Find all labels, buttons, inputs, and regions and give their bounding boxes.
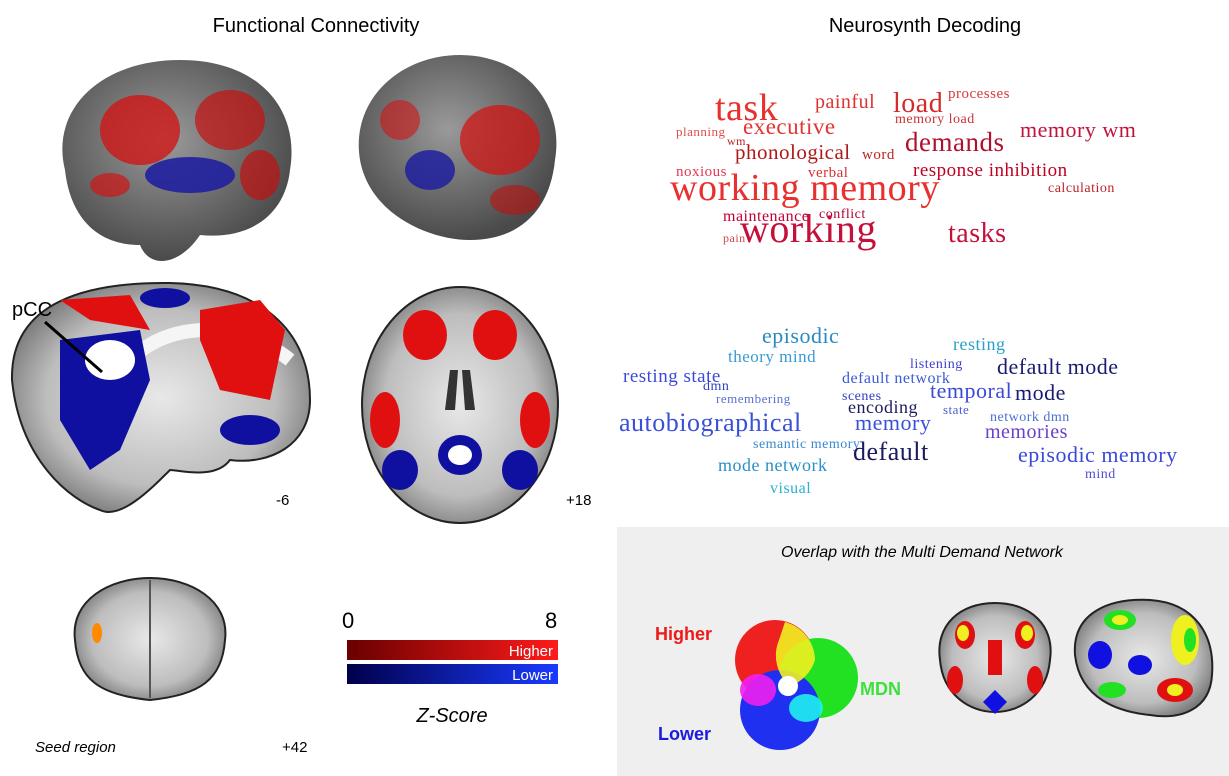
colorbar-min: 0 <box>342 608 354 633</box>
cloud-word: executive <box>743 114 836 139</box>
cloud-word: resting <box>953 334 1006 354</box>
colorbar-title: Z-Score <box>415 705 487 727</box>
panel-title: Functional Connectivity <box>213 15 420 37</box>
brain-axial <box>362 287 558 523</box>
cloud-word: demands <box>905 127 1004 157</box>
cloud-word: mode <box>1015 380 1066 405</box>
cloud-word: theory mind <box>728 347 816 366</box>
venn-label: Lower <box>658 724 711 744</box>
seed-caption: Seed region <box>35 739 116 756</box>
colorbar-label: Higher <box>509 643 553 660</box>
page: { "left_panel": { "title": "Functional C… <box>0 0 1229 776</box>
colorbar-label: Lower <box>512 667 553 684</box>
overlap-title: Overlap with the Multi Demand Network <box>781 544 1064 561</box>
cloud-word: processes <box>948 86 1010 102</box>
cloud-word: mode network <box>718 455 827 475</box>
seed-label: pCC <box>12 299 52 321</box>
venn-label: MDN <box>860 679 901 699</box>
brain-coronal <box>75 578 226 700</box>
cloud-word: autobiographical <box>619 408 802 437</box>
cloud-word: remembering <box>716 391 791 406</box>
cloud-word: working memory <box>670 167 940 209</box>
cloud-word: mind <box>1085 467 1116 482</box>
cloud-word: temporal <box>930 378 1012 403</box>
panel-title: Neurosynth Decoding <box>829 15 1021 37</box>
brain-overlap-coronal <box>939 603 1050 714</box>
figure: Functional Connectivity Neurosynth Decod… <box>0 0 1229 776</box>
brain-sagittal <box>12 283 310 512</box>
cloud-word: memory wm <box>1020 117 1136 142</box>
cloud-word: semantic memory <box>753 437 860 452</box>
cloud-word: episodic <box>762 323 839 348</box>
cloud-word: tasks <box>948 218 1007 249</box>
cloud-word: word <box>862 147 895 163</box>
cloud-word: default mode <box>997 354 1118 379</box>
venn-label: Higher <box>655 624 712 644</box>
brain-3d-right <box>359 55 557 240</box>
cloud-word: phonological <box>735 140 851 164</box>
cloud-word: working <box>740 206 877 251</box>
cloud-word: planning <box>676 124 726 139</box>
cloud-word: memory <box>855 410 931 435</box>
colorbar-max: 8 <box>545 608 557 633</box>
slice-label: +18 <box>566 492 591 509</box>
slice-label: +42 <box>282 739 307 756</box>
cloud-word: default <box>853 437 929 466</box>
brain-3d-left <box>62 60 291 261</box>
cloud-word: calculation <box>1048 181 1115 196</box>
cloud-word: visual <box>770 480 811 497</box>
cloud-word: memories <box>985 421 1068 443</box>
cloud-word: state <box>943 402 969 417</box>
slice-label: -6 <box>276 492 289 509</box>
cloud-word: memory load <box>895 112 975 127</box>
cloud-word: painful <box>815 91 875 113</box>
cloud-word: episodic memory <box>1018 442 1178 467</box>
